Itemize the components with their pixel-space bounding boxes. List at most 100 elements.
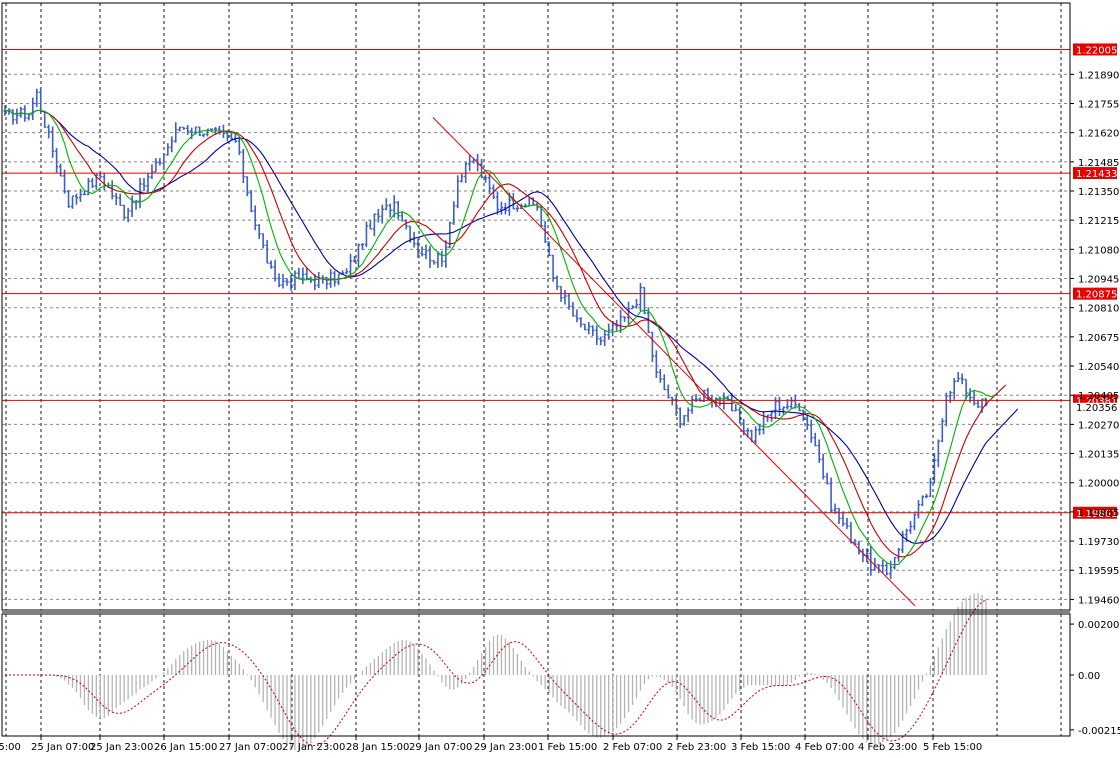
price-tick-label: 1.20135 [1078,450,1119,461]
candle [464,161,468,184]
candle [325,276,329,290]
candle [416,238,420,259]
candle [305,267,309,280]
candle [972,391,976,406]
price-tick-label: 1.19460 [1078,595,1119,606]
candle [599,336,603,346]
candle [452,201,456,225]
candle [380,204,384,224]
time-tick-label: 4 Feb 07:00 [795,742,854,753]
candle [333,271,337,287]
candle [78,188,83,202]
candle [634,299,639,309]
price-tick-label: 1.19865 [1078,508,1119,519]
candle [948,390,952,404]
price-tick-label: 1.21890 [1078,70,1119,81]
price-tick-label: 1.21350 [1078,187,1119,198]
candle [368,219,372,230]
candle [82,190,87,196]
osc-pane-frame [1,613,1071,737]
candle [551,254,555,282]
candle [352,256,357,263]
candle [186,124,190,135]
candle [833,503,837,514]
candle [15,108,19,124]
osc-tick-label: 0.00 [1078,671,1100,682]
candle [170,136,174,153]
candle [309,276,313,284]
ma-slow-line [4,109,1019,544]
price-tick-label: 1.21620 [1078,129,1119,140]
candle [273,259,277,282]
candle [817,439,821,463]
candle [591,325,595,336]
candle [241,148,245,184]
time-tick-label: 2 Feb 23:00 [667,742,726,753]
price-tick-label: 1.21080 [1078,245,1119,256]
candle [857,540,861,555]
osc-tick-label: 0.002003 [1078,620,1120,631]
time-tick-label: 28 Jan 15:00 [346,742,409,753]
time-tick-label: 3 Feb 15:00 [731,742,790,753]
candle [344,268,349,275]
candle [658,369,662,383]
price-tick-label: 1.20810 [1078,304,1119,315]
candle [920,495,925,507]
current-price-label: 1.20356 [1076,403,1117,414]
candle [31,97,35,121]
price-tick-label: 1.20270 [1078,420,1119,431]
level-label-bg [1073,43,1117,56]
candle [364,221,369,248]
candle [47,124,51,139]
candle [964,378,968,400]
candle [595,325,599,346]
candle [956,371,960,382]
candle [257,224,261,240]
candle [229,132,233,141]
candle [555,275,559,291]
candle [734,404,738,412]
candle [285,278,289,286]
candle [62,169,67,194]
candle [424,244,428,260]
candle [666,384,670,399]
level-label: 1.21433 [1076,169,1117,180]
level-label: 1.22005 [1076,45,1117,56]
price-pane [3,88,1019,607]
candle [563,290,567,305]
candle [829,477,833,512]
trendline [432,117,916,607]
candle [11,109,15,125]
candle [237,136,241,155]
candle [432,260,436,265]
time-tick-label: 25 Jan 07:00 [31,742,94,753]
candle [682,415,686,426]
time-tick-label: 29 Jan 07:00 [409,742,472,753]
candle [952,378,956,400]
candle [845,517,849,529]
candle [567,293,571,310]
ma-fast-line [4,109,995,566]
candle [74,193,79,205]
candle [928,478,932,497]
candle [70,195,75,209]
candle [801,409,805,422]
candle [654,350,658,378]
candle [122,204,126,220]
time-tick-label: 2 Feb 07:00 [603,742,662,753]
candle [130,195,134,218]
candle [940,418,944,443]
candle [110,180,114,200]
candle [301,267,305,285]
candle [897,547,901,562]
candle [150,164,154,179]
candle [444,240,448,268]
candle [384,198,388,211]
time-tick-label: 5 Feb 15:00 [923,742,982,753]
candle [650,331,654,363]
candle [313,274,317,291]
candle [662,374,666,391]
candle [253,205,257,231]
candle [853,539,857,546]
